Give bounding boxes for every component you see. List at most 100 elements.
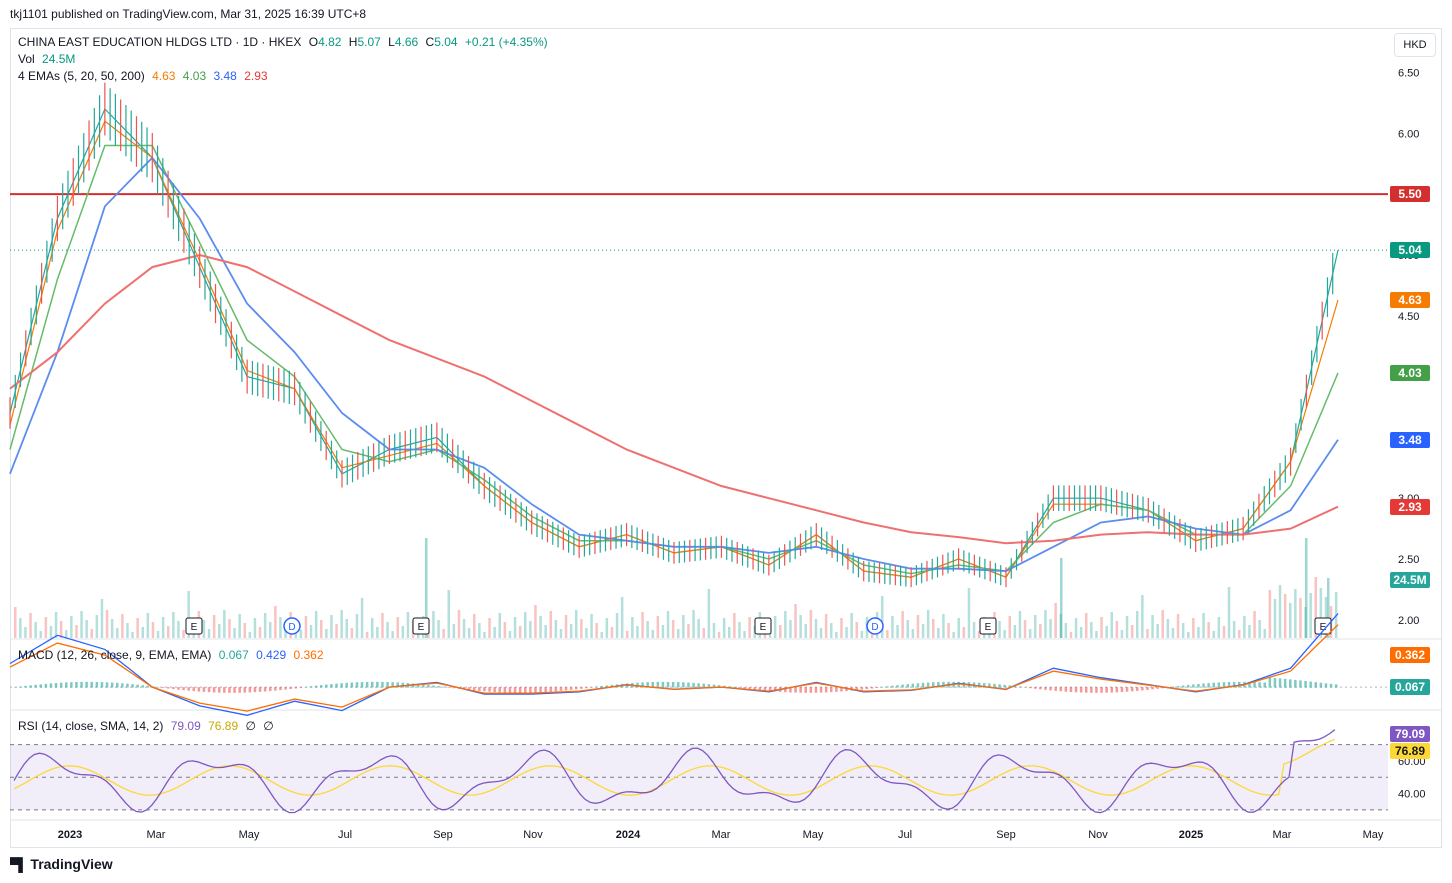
volume-bar <box>437 620 440 638</box>
macd-hist-bar <box>549 687 552 692</box>
volume-bar <box>59 621 63 638</box>
macd-hist-bar <box>1181 685 1185 688</box>
volume-bar <box>544 625 547 638</box>
macd-hist-bar <box>789 687 792 693</box>
event-marker: D <box>866 617 884 635</box>
event-marker-label: E <box>760 622 767 633</box>
macd-hist-bar <box>223 687 226 693</box>
volume-bar <box>116 628 119 638</box>
macd-hist-bar <box>1044 687 1047 690</box>
macd-hist-bar <box>865 687 869 690</box>
macd-hist-bar <box>172 687 175 690</box>
volume-bar <box>1248 625 1251 638</box>
macd-hist-bar <box>661 681 665 688</box>
tradingview-logo[interactable]: ▀▌ TradingView <box>10 856 113 872</box>
macd-hist-bar <box>1217 682 1221 688</box>
volume-bar <box>1115 621 1119 638</box>
macd-tag: 0.362 <box>1390 647 1430 663</box>
event-marker-label: D <box>871 622 878 633</box>
macd-hist-bar <box>1054 687 1057 691</box>
event-marker: E <box>1314 617 1332 635</box>
macd-hist-bar <box>136 684 139 688</box>
volume-bar <box>1156 624 1159 638</box>
macd-hist-bar <box>320 685 323 688</box>
macd-hist-bar <box>1079 687 1083 693</box>
macd-legend[interactable]: MACD (12, 26, close, 9, EMA, EMA) 0.067 … <box>18 648 328 662</box>
macd-hist-bar <box>248 687 252 693</box>
volume-bar <box>1187 632 1190 638</box>
volume-bar <box>651 630 654 638</box>
volume-bar <box>569 624 573 638</box>
macd-hist-bar <box>814 687 818 693</box>
volume-bar <box>1095 631 1098 638</box>
macd-hist-bar <box>1141 687 1144 691</box>
macd-hist-bar <box>988 683 991 688</box>
volume-bar <box>1207 622 1210 638</box>
ema20-value: 4.03 <box>182 69 207 83</box>
macd-hist-bar <box>794 687 797 693</box>
volume-bar <box>75 625 78 638</box>
macd-hist-bar <box>942 681 945 688</box>
volume-bar <box>957 618 960 638</box>
volume-bar <box>360 598 364 638</box>
ema-legend[interactable]: 4 EMAs (5, 20, 50, 200) 4.63 4.03 3.48 2… <box>18 69 272 83</box>
macd-hist-value: 0.067 <box>218 648 249 662</box>
macd-hist-bar <box>1222 682 1226 688</box>
macd-signal-line <box>9 624 1339 712</box>
volume-bar <box>702 628 705 638</box>
volume-bar <box>156 631 160 638</box>
volume-bar <box>345 619 348 638</box>
macd-hist-bar <box>432 685 435 688</box>
currency-button[interactable]: HKD <box>1394 33 1436 57</box>
macd-hist-bar <box>845 687 848 692</box>
dividend-marker-icon <box>283 617 301 635</box>
volume-bar <box>365 632 369 638</box>
macd-label: MACD (12, 26, close, 9, EMA, EMA) <box>18 648 212 662</box>
price-tag: 4.03 <box>1390 364 1430 381</box>
volume-bar <box>610 627 614 638</box>
chart-frame[interactable] <box>10 28 1442 848</box>
rsi-legend[interactable]: RSI (14, close, SMA, 14, 2) 79.09 76.89 … <box>18 719 278 733</box>
macd-hist-bar <box>1130 687 1134 692</box>
macd-hist-bar <box>855 687 858 691</box>
time-axis-label: Jul <box>898 829 912 841</box>
volume-bar <box>773 616 777 638</box>
macd-hist-bar <box>1278 678 1282 688</box>
volume-bar <box>646 621 649 638</box>
volume-bar <box>228 619 231 638</box>
macd-hist-bar <box>233 687 236 693</box>
macd-hist-bar <box>274 687 277 691</box>
volume-bar <box>1268 590 1272 638</box>
macd-hist-bar <box>258 687 262 692</box>
macd-hist-bar <box>824 687 828 693</box>
macd-hist-bar <box>840 687 843 692</box>
change-value: +0.21 (+4.35%) <box>464 35 548 49</box>
macd-hist-bar <box>1008 685 1011 688</box>
macd-hist-bar <box>263 687 267 692</box>
macd-hist-bar <box>105 682 109 688</box>
volume-bar <box>85 620 88 638</box>
volume-bar <box>830 623 833 638</box>
volume-bar <box>503 622 507 638</box>
macd-hist-bar <box>1212 682 1215 688</box>
tradingview-logo-icon: ▀▌ <box>10 857 27 872</box>
volume-bar <box>717 632 721 638</box>
volume-bar <box>554 620 558 638</box>
macd-hist-bar <box>192 687 195 692</box>
volume-bar <box>585 628 588 638</box>
volume-bar <box>850 613 853 638</box>
macd-hist-bar <box>116 682 119 688</box>
symbol-legend[interactable]: CHINA EAST EDUCATION HLDGS LTD · 1D · HK… <box>18 35 552 49</box>
volume-bar <box>350 628 354 638</box>
macd-hist-bar <box>90 681 93 688</box>
macd-hist-bar <box>835 687 838 692</box>
volume-bar <box>258 627 262 638</box>
volume-legend[interactable]: Vol 24.5M <box>18 52 79 66</box>
macd-hist-bar <box>483 687 486 692</box>
macd-hist-bar <box>59 682 63 688</box>
macd-hist-bar <box>1146 687 1149 690</box>
volume-bar <box>391 631 394 638</box>
ema5-value: 4.63 <box>152 69 176 83</box>
ema50-value: 3.48 <box>213 69 237 83</box>
